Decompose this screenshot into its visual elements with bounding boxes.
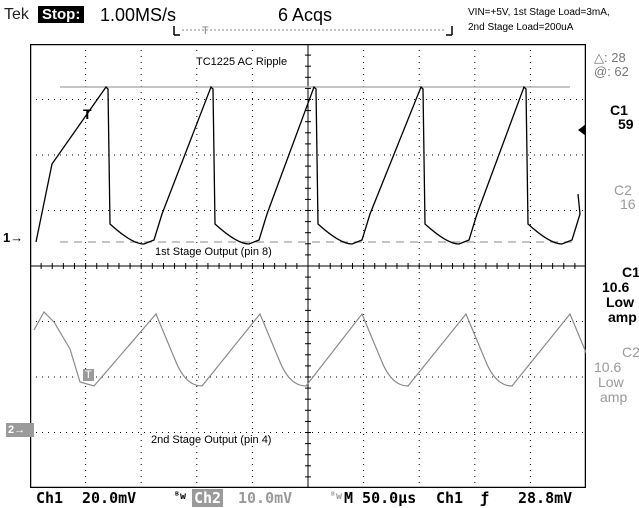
trigger-level[interactable]: 28.8mV [518,489,573,507]
cursor-t2-marker[interactable]: T [83,369,94,381]
ch1-label[interactable]: Ch1 [36,489,64,507]
ch1-ground-marker[interactable]: 1→ [3,230,24,245]
ch1-waveform-trace [35,85,581,245]
c2-measure-label: C2 [614,182,632,198]
c1-freq-value: 10.6 [602,279,630,295]
graticule [30,44,586,488]
trigger-slope-icon: ƒ [480,489,490,507]
ch2-bandwidth-icon: ᴮw [330,491,343,502]
timebase-readout[interactable]: M 50.0µs [344,489,417,507]
sample-rate: 1.00MS/s [100,5,177,25]
cursor-delta: △: 28 [594,50,626,65]
ch2-trace-label: 2nd Stage Output (pin 4) [150,434,273,446]
c2-low-label: Low [598,374,624,390]
c1-measure-label: C1 [610,102,628,118]
ch2-label[interactable]: Ch2 [192,489,224,507]
c2-freq-value: 10.6 [594,359,622,375]
trigger-level-arrow-icon[interactable] [577,124,587,136]
c1-freq-label: C1 [622,264,639,280]
c2-amp-label: amp [600,389,628,405]
svg-text:T: T [202,25,209,36]
c1-measure-value: 59 [618,116,634,132]
ch2-scale: 10.0mV [238,489,293,507]
conditions-line-1: VIN=+5V, 1st Stage Load=3mA, [468,7,610,18]
ch1-scale: 20.0mV [82,489,137,507]
c1-amp-label: amp [608,309,637,325]
waveform-display[interactable]: TC1225 AC Ripple 1st Stage Output (pin 8… [30,44,586,488]
status-bar: Tek Stop: 1.00MS/s 6 Acqs VIN=+5V, 1st S… [0,0,639,40]
waveform-title: TC1225 AC Ripple [195,56,289,68]
conditions-line-2: 2nd Stage Load=200uA [468,22,574,33]
c1-low-label: Low [606,294,634,310]
cursor-t1-marker[interactable]: T [83,106,92,122]
run-state-badge[interactable]: Stop: [38,6,85,23]
ch2-waveform-trace [33,311,586,387]
acquisition-count: 6 Acqs [278,5,333,25]
measurement-panel: △: 28 @: 62 C1 59 C2 16 C1 10.6 Low amp … [590,44,639,488]
record-window-indicator: T [173,25,453,36]
channel-readout-bar: Ch1 20.0mV ᴮw Ch2 10.0mV ᴮw M 50.0µs Ch1… [0,488,639,508]
ch1-bandwidth-icon: ᴮw [174,491,187,502]
c2-measure-value: 16 [620,196,636,212]
ch1-trace-label: 1st Stage Output (pin 8) [154,246,273,258]
c2-freq-label: C2 [622,344,639,360]
trigger-source[interactable]: Ch1 [436,489,464,507]
ch2-ground-marker[interactable]: 2→ [6,423,34,437]
cursor-at: @: 62 [594,64,629,79]
brand-label: Tek [4,6,29,23]
